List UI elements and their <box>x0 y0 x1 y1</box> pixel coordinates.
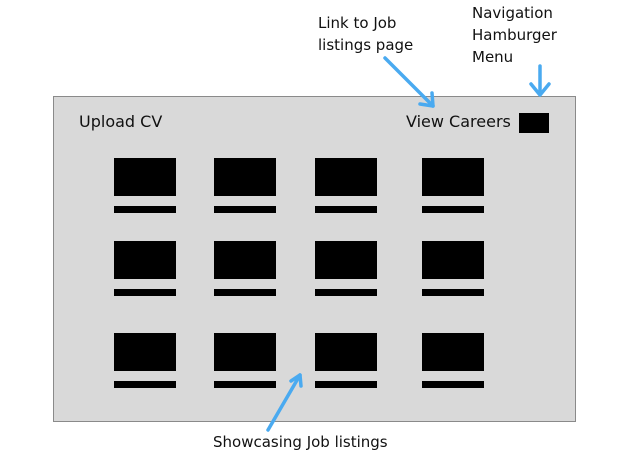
job-listing-title <box>422 381 484 388</box>
job-listing-image <box>114 333 176 371</box>
annotation-navigation-menu: Navigation Hamburger Menu <box>472 2 582 68</box>
annotation-line: Hamburger <box>472 26 557 44</box>
job-listing-title <box>214 289 276 296</box>
job-listing-card[interactable] <box>214 158 276 213</box>
job-listing-image <box>214 241 276 279</box>
arrow-to-hamburger-menu-icon <box>529 64 551 97</box>
job-listing-card[interactable] <box>315 158 377 213</box>
job-listing-title <box>114 289 176 296</box>
job-listing-image <box>315 158 377 196</box>
job-listing-title <box>214 206 276 213</box>
job-listing-card[interactable] <box>114 333 176 388</box>
view-careers-link[interactable]: View Careers <box>406 112 511 131</box>
job-listing-image <box>114 158 176 196</box>
job-listing-card[interactable] <box>315 333 377 388</box>
job-listing-title <box>315 381 377 388</box>
job-listing-card[interactable] <box>422 333 484 388</box>
job-listing-image <box>214 158 276 196</box>
annotation-showcasing-job-listings: Showcasing Job listings <box>213 433 388 451</box>
job-listing-title <box>422 206 484 213</box>
job-listing-image <box>214 333 276 371</box>
job-listing-card[interactable] <box>214 241 276 296</box>
job-listing-card[interactable] <box>422 241 484 296</box>
annotation-line: listings page <box>318 36 414 54</box>
job-listing-image <box>315 333 377 371</box>
job-listing-title <box>422 289 484 296</box>
job-listing-image <box>315 241 377 279</box>
job-listing-title <box>315 289 377 296</box>
job-listing-image <box>422 333 484 371</box>
job-listing-card[interactable] <box>315 241 377 296</box>
wireframe-page: Upload CV View Careers <box>53 96 576 422</box>
hamburger-menu-icon[interactable] <box>519 113 549 133</box>
annotation-line: Menu <box>472 48 514 66</box>
annotation-link-to-job-listings: Link to Job listings page <box>318 12 428 56</box>
annotation-line: Navigation <box>472 4 553 22</box>
job-listing-image <box>422 158 484 196</box>
job-listing-title <box>315 206 377 213</box>
job-listing-title <box>114 381 176 388</box>
job-listing-card[interactable] <box>422 158 484 213</box>
job-listing-card[interactable] <box>114 241 176 296</box>
job-listing-card[interactable] <box>114 158 176 213</box>
job-listing-title <box>114 206 176 213</box>
job-listing-card[interactable] <box>214 333 276 388</box>
annotation-line: Link to Job <box>318 14 397 32</box>
upload-cv-link[interactable]: Upload CV <box>79 112 163 131</box>
job-listing-image <box>422 241 484 279</box>
job-listing-title <box>214 381 276 388</box>
job-listing-image <box>114 241 176 279</box>
